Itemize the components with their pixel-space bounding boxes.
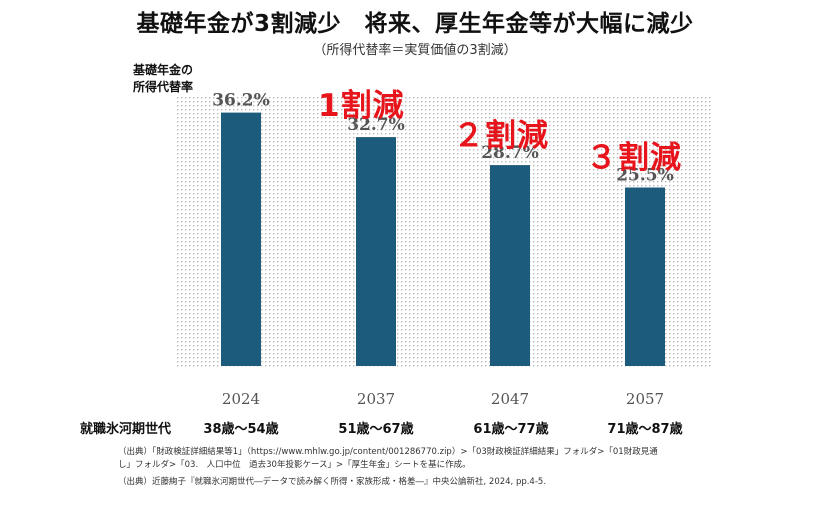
y-axis-label-line1: 基礎年金の	[133, 63, 194, 77]
reduction-label-1: 1割減	[318, 88, 405, 124]
bar-2057	[625, 187, 665, 366]
plot-background	[177, 97, 713, 367]
x-tick-label-2047: 2047	[491, 390, 529, 408]
x-tick-label-2037: 2037	[357, 390, 395, 408]
chart-title: 基礎年金が3割減少 将来、厚生年金等が大幅に減少	[136, 11, 694, 37]
age-range-2037: 51歳～67歳	[338, 422, 414, 437]
generation-label: 就職氷河期世代	[80, 422, 172, 437]
bar-2047	[490, 165, 530, 366]
data-label-2024: 36.2%	[212, 91, 270, 111]
age-range-2057: 71歳～87歳	[607, 422, 683, 437]
bar-2024	[221, 112, 261, 366]
reduction-label-2: ２割減	[453, 118, 549, 154]
reduction-label-3: ３割減	[586, 140, 682, 176]
source-note-3: （出典）近藤絢子『就職氷河期世代―データで読み解く所得・家族形成・格差―』中央公…	[118, 477, 547, 487]
chart-subtitle: （所得代替率＝実質価値の3割減）	[313, 43, 517, 58]
x-tick-label-2057: 2057	[626, 390, 664, 408]
bar-2037	[356, 137, 396, 366]
y-axis-label: 基礎年金の 所得代替率	[133, 62, 193, 96]
age-range-2047: 61歳～77歳	[473, 422, 549, 437]
age-range-2024: 38歳～54歳	[203, 422, 279, 437]
y-axis-label-line2: 所得代替率	[133, 80, 194, 94]
data-label-2057: 25.5%	[616, 166, 674, 186]
data-label-2047: 28.7%	[481, 143, 539, 163]
source-note-2: し」フォルダ>「03. 人口中位 過去30年投影ケース」>「厚生年金」シートを基…	[118, 460, 471, 470]
x-tick-label-2024: 2024	[222, 390, 260, 408]
source-note-1: （出典）「財政検証詳細結果等1」（https://www.mhlw.go.jp/…	[118, 447, 658, 457]
data-label-2037: 32.7%	[347, 115, 405, 135]
